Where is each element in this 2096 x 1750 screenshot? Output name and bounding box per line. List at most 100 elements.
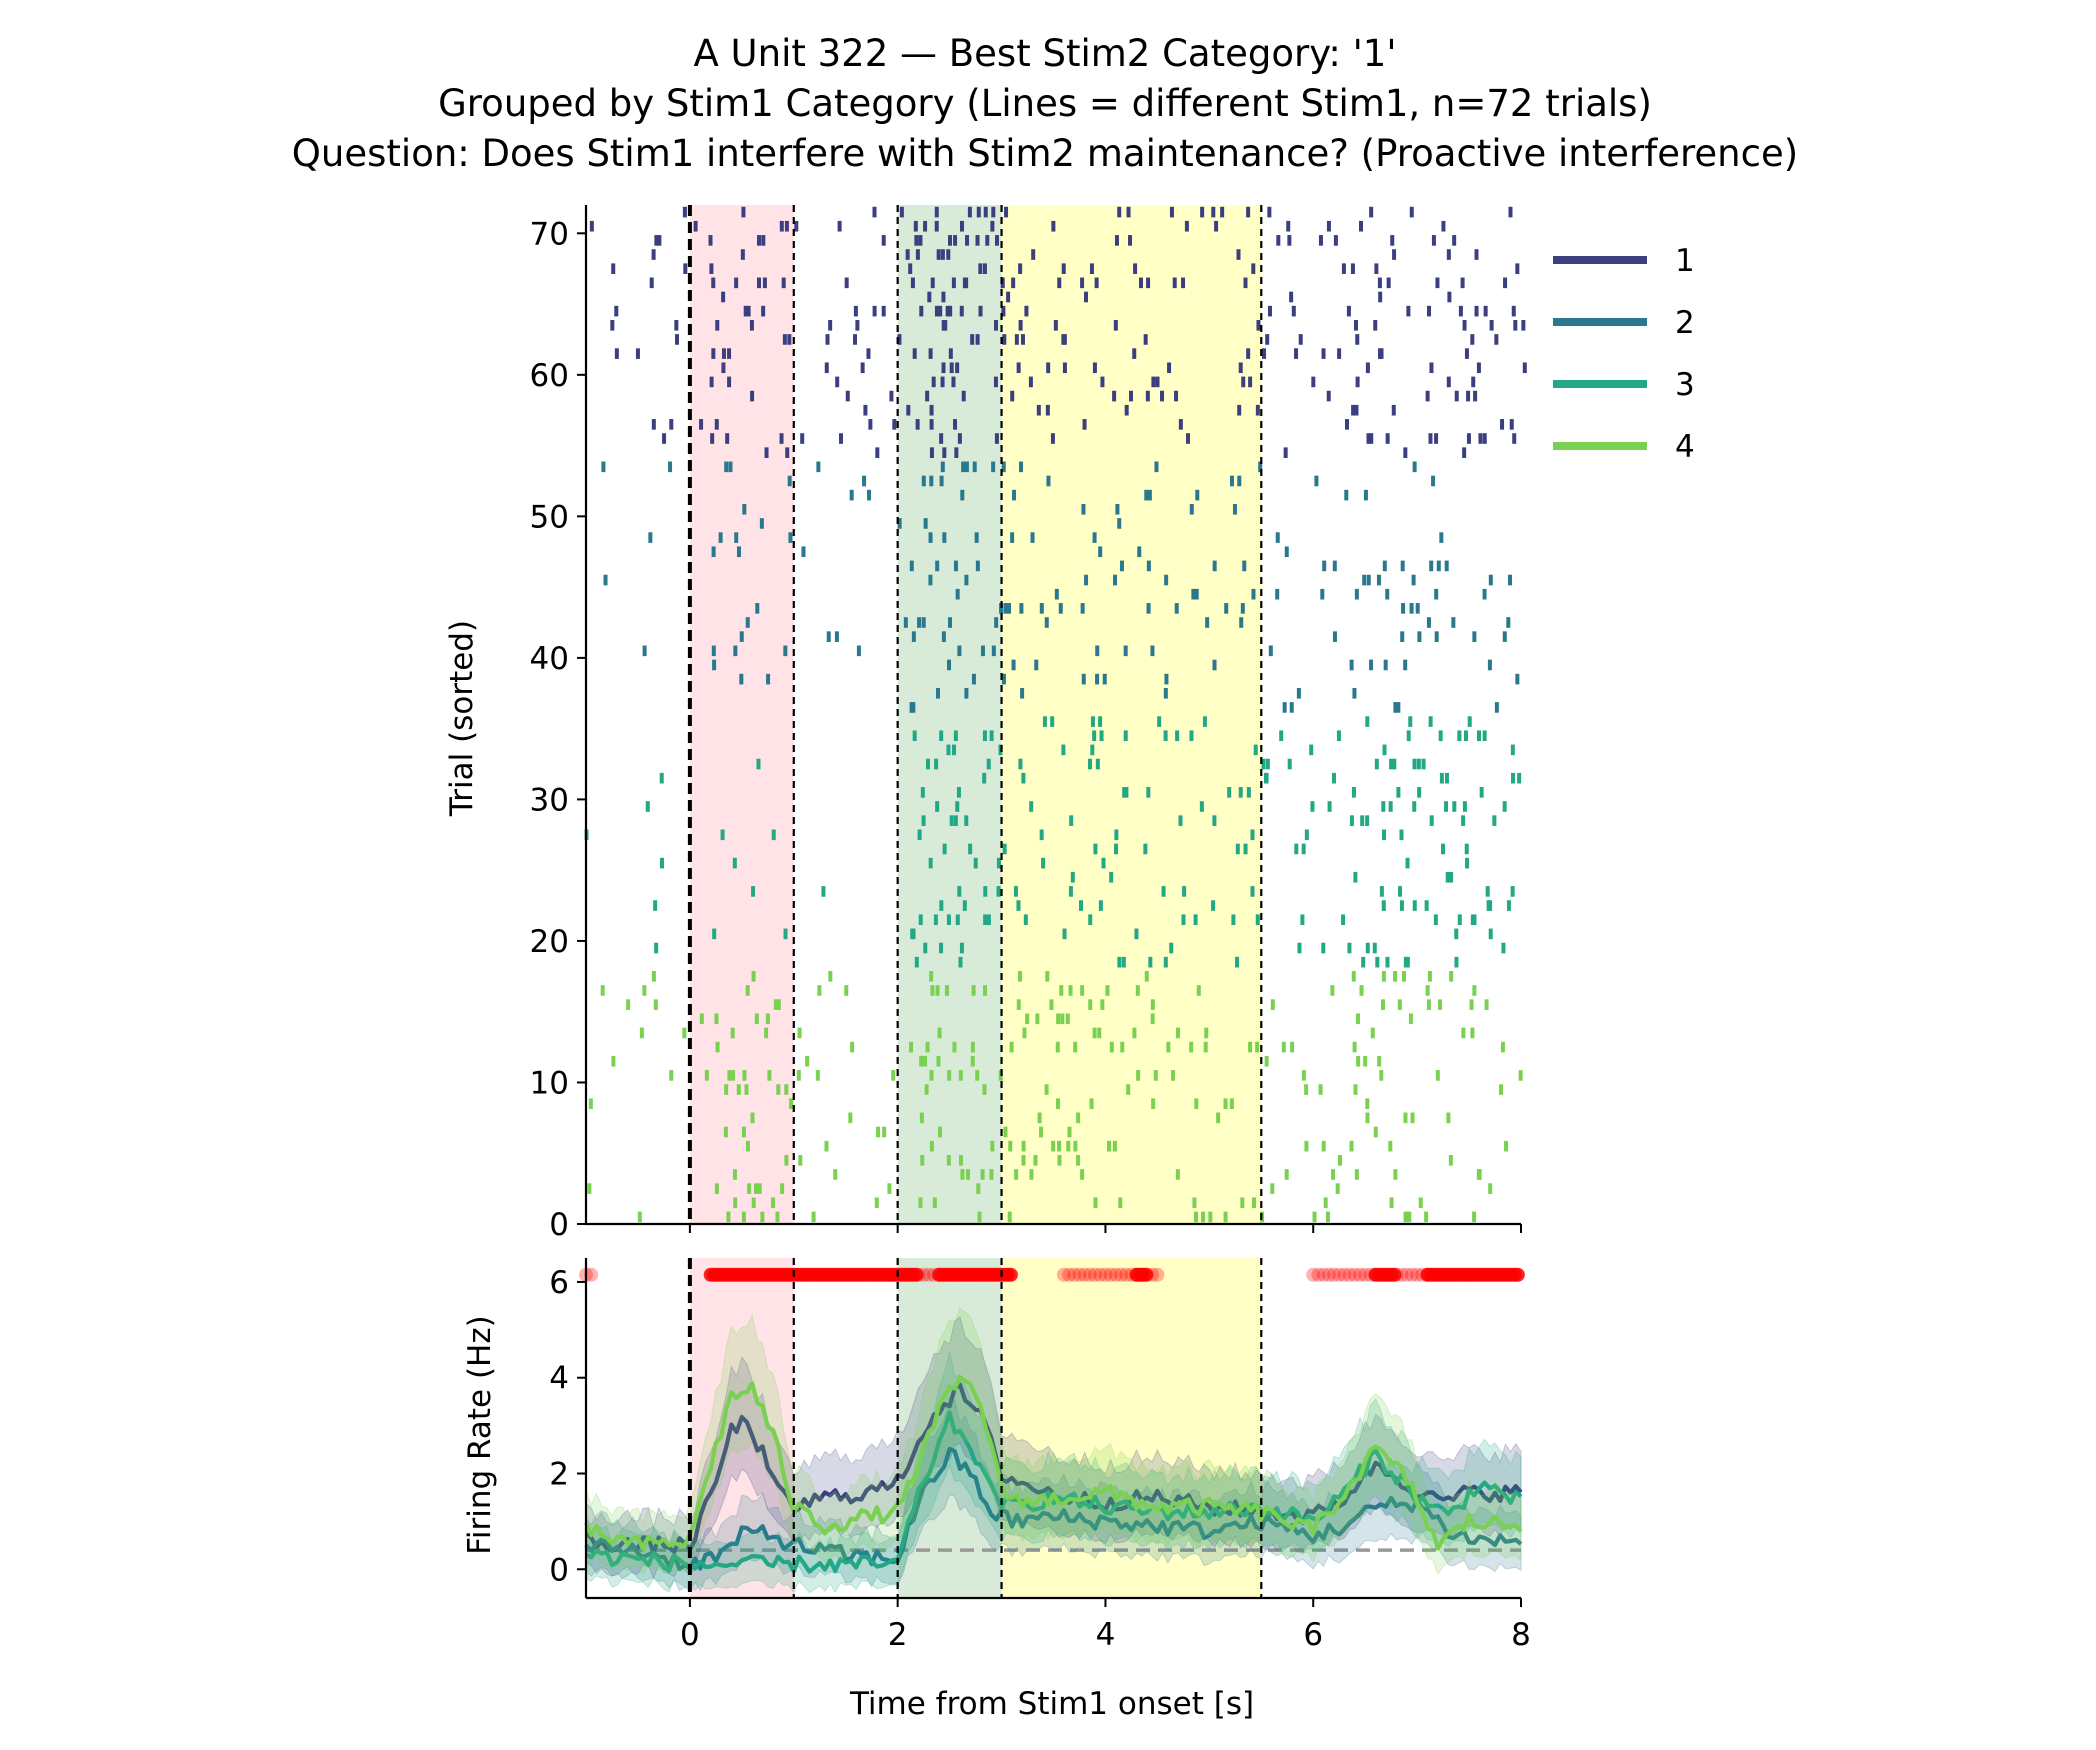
raster-spike: [1120, 1041, 1125, 1053]
raster-spike: [964, 461, 969, 473]
raster-spike: [1079, 900, 1084, 911]
raster-spike: [1265, 334, 1270, 345]
raster-spike: [909, 560, 914, 572]
raster-spike: [657, 235, 662, 246]
raster-spike: [669, 419, 674, 430]
raster-spike: [1518, 1070, 1523, 1081]
significance-marker-weak: [1404, 1267, 1419, 1282]
raster-spike: [1126, 206, 1131, 218]
raster-spike: [959, 942, 964, 954]
raster-spike: [1376, 574, 1381, 586]
raster-spike: [1369, 433, 1374, 444]
significance-marker-weak: [1072, 1267, 1087, 1282]
raster-spike: [862, 475, 867, 487]
raster-spike: [1018, 758, 1023, 770]
raster-spike: [929, 447, 934, 458]
raster-spike: [1318, 235, 1323, 246]
raster-spike: [610, 319, 615, 331]
raster-spike: [923, 220, 928, 232]
raster-spike: [1264, 772, 1269, 784]
raster-spike: [635, 348, 640, 359]
raster-spike: [1051, 220, 1056, 232]
raster-spike: [1467, 716, 1472, 727]
raster-spike: [1365, 362, 1370, 374]
raster-spike: [1427, 971, 1432, 982]
raster-spike: [1195, 489, 1200, 501]
raster-spike: [920, 787, 925, 798]
raster-spike: [958, 1070, 963, 1081]
raster-spike: [940, 376, 945, 388]
raster-spike: [711, 645, 716, 657]
raster-spike: [1248, 1041, 1253, 1053]
raster-spike: [1261, 758, 1266, 770]
raster-spike: [745, 985, 750, 996]
raster-spike: [1189, 1041, 1194, 1053]
raster-spike: [1462, 447, 1467, 458]
raster-spike: [897, 518, 902, 529]
raster-spike: [1124, 787, 1129, 798]
raster-spike: [1322, 560, 1327, 572]
raster-spike: [935, 801, 940, 812]
raster-spike: [1363, 1055, 1368, 1067]
raster-spike: [1407, 1211, 1412, 1223]
raster-spike: [1464, 843, 1469, 855]
raster-spike: [1113, 319, 1118, 331]
raster-spike: [781, 277, 786, 289]
significance-marker-weak: [1119, 1267, 1134, 1282]
raster-spike: [1268, 645, 1273, 657]
raster-spike: [1045, 404, 1050, 416]
raster-spike: [1466, 390, 1471, 402]
raster-spike: [1359, 985, 1364, 996]
raster-spike: [991, 206, 996, 218]
raster-spike: [1521, 319, 1526, 331]
raster-spike: [751, 971, 756, 982]
raster-spike: [709, 376, 714, 388]
raster-spike: [941, 631, 946, 642]
raster-spike: [1464, 348, 1469, 359]
raster-spike: [1134, 928, 1139, 940]
raster-spike: [1123, 730, 1128, 742]
raster-spike: [723, 1126, 728, 1138]
raster-spike: [1409, 206, 1414, 218]
significance-marker-weak: [1347, 1267, 1362, 1282]
raster-spike: [1175, 730, 1180, 742]
raster-spike: [730, 1027, 735, 1039]
raster-spike: [1389, 1197, 1394, 1209]
psth-y-axis-label: Firing Rate (Hz): [462, 1315, 498, 1554]
raster-spike: [934, 206, 939, 218]
raster-spike: [938, 305, 943, 317]
raster-spike: [1405, 857, 1410, 869]
raster-spike: [1286, 220, 1291, 232]
raster-spike: [1081, 503, 1086, 515]
significance-marker-strong: [1138, 1267, 1153, 1282]
raster-spike: [1240, 1197, 1245, 1209]
raster-spike: [1336, 730, 1341, 742]
raster-group-1: [589, 206, 1527, 458]
raster-spike: [1080, 603, 1085, 614]
raster-y-tick-label: 10: [530, 1065, 569, 1101]
raster-spike: [1145, 390, 1150, 402]
raster-spike: [957, 645, 962, 657]
raster-spike: [1053, 319, 1058, 331]
raster-spike: [918, 235, 923, 246]
raster-spike: [953, 419, 958, 430]
raster-spike: [934, 305, 939, 317]
raster-spike: [699, 1013, 704, 1025]
raster-spike: [1122, 787, 1127, 798]
raster-spike: [1385, 588, 1390, 600]
raster-spike: [1002, 334, 1007, 345]
raster-spike: [1477, 730, 1482, 742]
raster-spike: [736, 546, 741, 558]
raster-spike: [1287, 758, 1292, 770]
raster-spike: [946, 744, 951, 756]
raster-spike: [1062, 928, 1067, 940]
raster-spike: [801, 546, 806, 558]
raster-spike: [1494, 334, 1499, 345]
raster-spike: [1508, 206, 1513, 218]
raster-spike: [1337, 1155, 1342, 1166]
psth-band-4: [585, 1307, 1522, 1576]
raster-spike: [906, 404, 911, 416]
raster-spike: [1479, 787, 1484, 798]
raster-spike: [712, 659, 717, 671]
raster-spike: [991, 645, 996, 657]
